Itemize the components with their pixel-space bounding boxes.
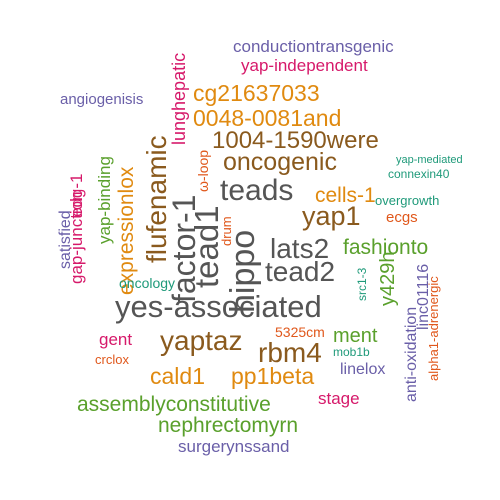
word-ment: ment (333, 325, 378, 347)
word-yes-associated: yes-associated (115, 289, 322, 324)
word-oncology: oncology (119, 275, 176, 291)
word-linelox: linelox (340, 361, 386, 378)
word-yap1: yap1 (302, 201, 361, 231)
word-src1-3: src1-3 (355, 267, 369, 301)
word-surgerynssand: surgerynssand (178, 437, 290, 456)
word-nephrectomyrn: nephrectomyrn (158, 414, 299, 437)
word-yap-mediated: yap-mediated (396, 154, 463, 166)
word-assemblyconstitutive: assemblyconstitutive (77, 393, 271, 416)
word--loop: ω-loop (195, 149, 211, 192)
word-anti-oxidation: anti-oxidation (403, 306, 420, 402)
word-ecgs: ecgs (386, 209, 418, 226)
word-lunghepatic: lunghepatic (169, 52, 189, 145)
word-teads: teads (220, 174, 294, 207)
word-1004-1590were: 1004-1590were (212, 127, 379, 154)
word-overgrowth: overgrowth (375, 193, 440, 208)
word-crclox: crclox (95, 352, 129, 367)
word-alpha1-adrenergic: alpha1-adrenergic (426, 275, 441, 381)
word-rbm4: rbm4 (258, 337, 322, 368)
word-mob1b: mob1b (333, 345, 370, 359)
word-fashionto: fashionto (343, 236, 429, 259)
word-pp1beta: pp1beta (231, 363, 315, 389)
word-satisfied: satisfied (57, 210, 74, 269)
word-tead2: tead2 (265, 256, 336, 287)
word-5325cm: 5325cm (275, 324, 325, 340)
word-oncogenic: oncogenic (223, 148, 337, 176)
word-cald1: cald1 (150, 363, 205, 389)
word-connexin40: connexin40 (388, 167, 450, 181)
word-stage: stage (318, 389, 360, 408)
word-yaptaz: yaptaz (160, 325, 243, 356)
word-angiogenisis: angiogenisis (60, 91, 144, 108)
word-yap-binding: yap-binding (95, 155, 114, 244)
word-0048-0081and: 0048-0081and (193, 105, 342, 131)
word-cg21637033: cg21637033 (193, 80, 320, 106)
word-yap-independent: yap-independent (241, 56, 368, 75)
word-lats2: lats2 (270, 233, 330, 264)
word-conductiontransgenic: conductiontransgenic (233, 37, 394, 56)
word-cells-1: cells-1 (315, 184, 376, 207)
word-y429h: y429h (377, 251, 399, 307)
word-gent: gent (99, 330, 133, 349)
